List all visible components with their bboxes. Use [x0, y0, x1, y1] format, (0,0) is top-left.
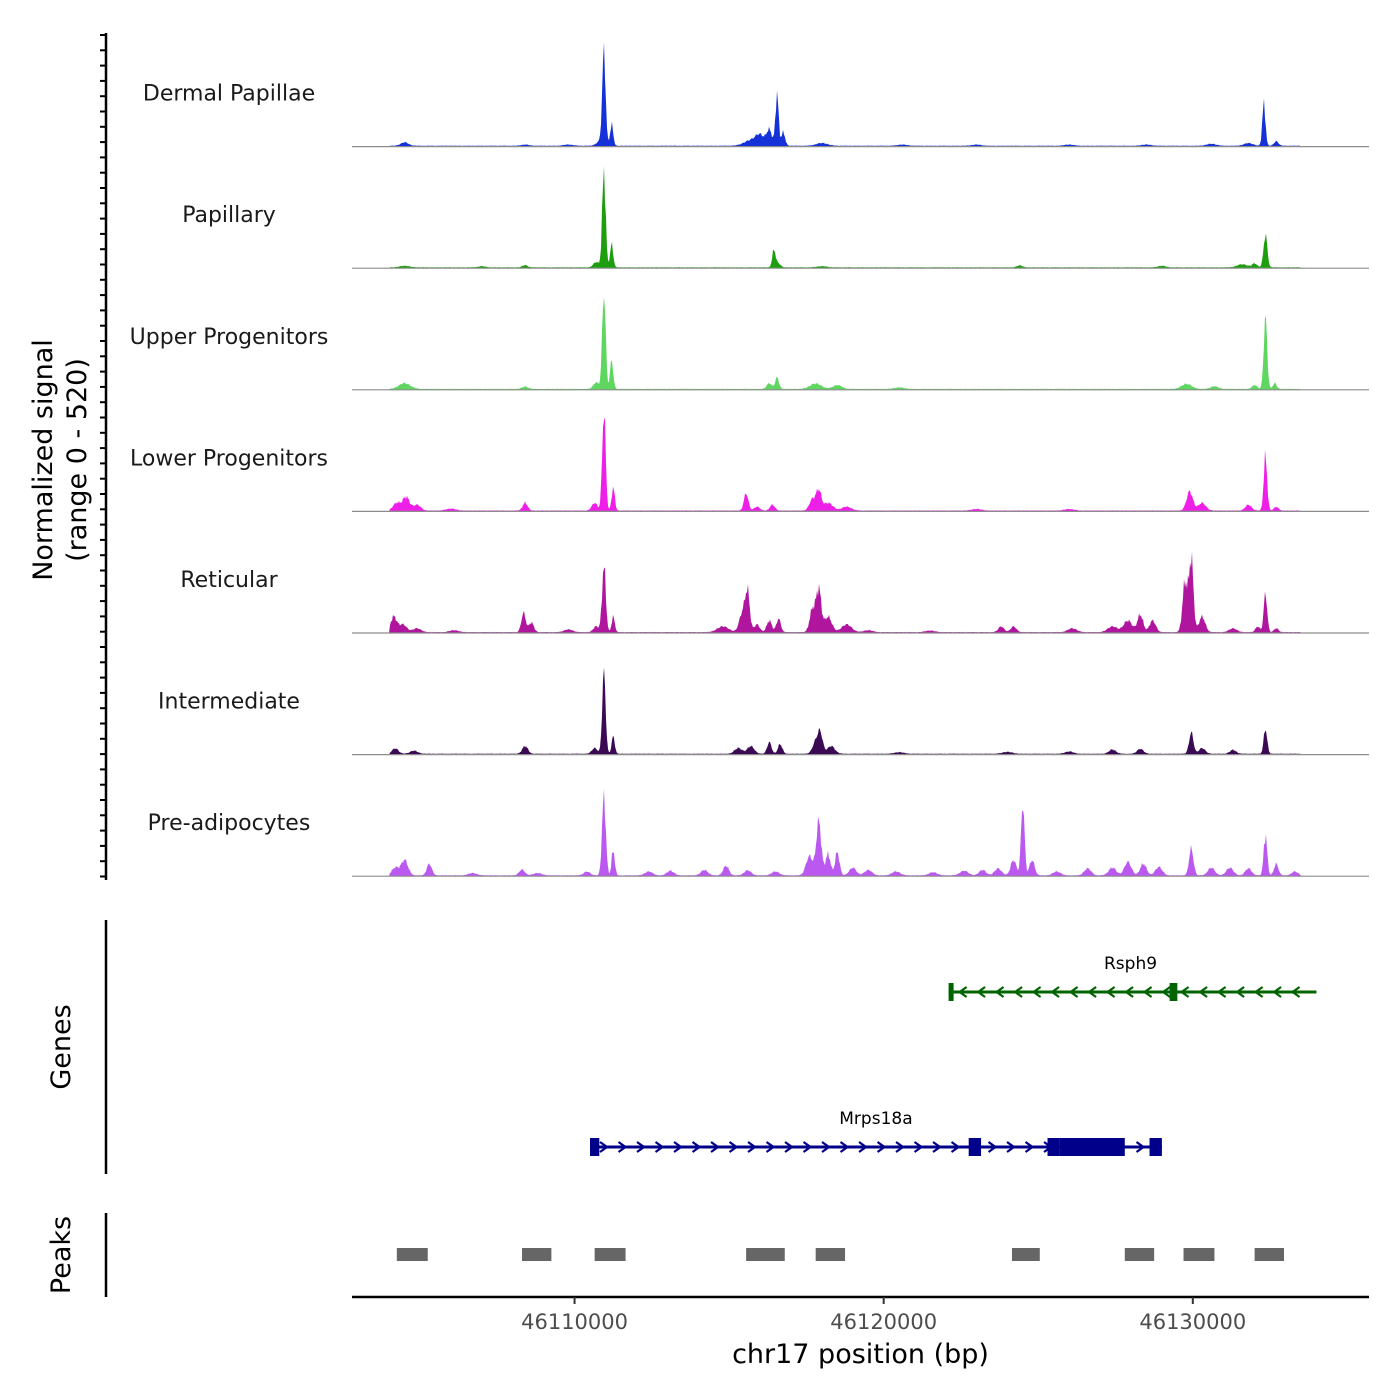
strand-arrow	[913, 1141, 924, 1153]
strand-arrow	[747, 1141, 757, 1153]
exon-block	[1047, 1138, 1060, 1156]
strand-arrow	[691, 1141, 702, 1153]
strand-arrow	[876, 1141, 887, 1153]
strand-arrow	[1068, 986, 1079, 998]
gene-model: Rsph9	[948, 954, 1317, 1001]
peak-block	[1254, 1248, 1284, 1261]
genes-axis-title: Genes	[46, 1004, 77, 1089]
strand-arrow	[765, 1141, 776, 1153]
x-tick-label: 46110000	[521, 1310, 628, 1334]
strand-arrow	[950, 1141, 961, 1153]
strand-arrow	[994, 986, 1005, 998]
strand-arrow	[654, 1141, 665, 1153]
strand-arrow	[1031, 986, 1042, 998]
strand-arrow	[1235, 986, 1245, 998]
strand-arrow	[1216, 986, 1227, 998]
strand-arrow	[673, 1141, 683, 1153]
track-label: Dermal Papillae	[143, 82, 315, 107]
y-axis-title-line1: Normalized signal	[28, 339, 59, 581]
coverage-track: Intermediate	[158, 667, 1369, 756]
strand-arrow	[1290, 986, 1301, 998]
strand-arrow	[1161, 986, 1171, 998]
strand-arrow	[932, 1141, 942, 1153]
strand-arrow	[1272, 986, 1282, 998]
strand-arrow	[636, 1141, 646, 1153]
track-label: Lower Progenitors	[130, 446, 328, 471]
coverage-track: Lower Progenitors	[130, 417, 1369, 512]
peak-block	[815, 1248, 846, 1261]
exon-block	[1149, 1138, 1162, 1156]
coverage-area	[352, 42, 1369, 147]
peaks-axis-title: Peaks	[46, 1216, 77, 1294]
track-label: Intermediate	[158, 690, 300, 715]
peak-block	[1011, 1248, 1040, 1261]
strand-arrow	[1105, 986, 1116, 998]
track-label: Papillary	[182, 203, 276, 228]
coverage-area	[352, 667, 1369, 755]
coverage-track: Papillary	[182, 166, 1369, 269]
strand-arrow	[599, 1141, 609, 1153]
peaks-title-text: Peaks	[46, 1216, 77, 1294]
strand-arrow	[1050, 986, 1060, 998]
peak-block	[522, 1248, 552, 1261]
exon-block	[1059, 1138, 1125, 1156]
exon-block	[968, 1138, 982, 1156]
x-tick-label: 46120000	[830, 1310, 937, 1334]
strand-arrow	[895, 1141, 905, 1153]
x-tick-label: 46130000	[1139, 1310, 1246, 1334]
peak-block	[1124, 1248, 1155, 1261]
coverage-track: Pre-adipocytes	[148, 788, 1369, 877]
strand-arrow	[821, 1141, 831, 1153]
coverage-track: Reticular	[180, 551, 1369, 634]
peak-block	[594, 1248, 626, 1261]
strand-arrow	[1124, 986, 1134, 998]
gene-label: Mrps18a	[839, 1109, 912, 1129]
strand-arrow	[1253, 986, 1264, 998]
coverage-area	[352, 166, 1369, 269]
strand-arrow	[1006, 1141, 1016, 1153]
gene-label: Rsph9	[1104, 954, 1157, 974]
gene-model: Mrps18a	[590, 1109, 1162, 1156]
coverage-area	[352, 417, 1369, 512]
coverage-area	[352, 296, 1369, 390]
track-label: Upper Progenitors	[130, 325, 329, 350]
exon-block	[590, 1138, 600, 1156]
exon-block	[948, 983, 954, 1001]
strand-arrow	[976, 986, 986, 998]
x-axis-title: chr17 position (bp)	[732, 1339, 989, 1370]
strand-arrow	[957, 986, 968, 998]
strand-arrow	[728, 1141, 739, 1153]
strand-arrow	[617, 1141, 628, 1153]
exon-block	[1169, 983, 1178, 1001]
peak-block	[1183, 1248, 1215, 1261]
strand-arrow	[1135, 1141, 1146, 1153]
strand-arrow	[1024, 1141, 1035, 1153]
track-label: Pre-adipocytes	[148, 811, 311, 836]
track-label: Reticular	[180, 568, 278, 593]
strand-arrow	[1013, 986, 1023, 998]
signal-y-axis-title: Normalized signal (range 0 - 520)	[28, 339, 93, 581]
strand-arrow	[1087, 986, 1097, 998]
strand-arrow	[802, 1141, 813, 1153]
strand-arrow	[784, 1141, 794, 1153]
coverage-track: Upper Progenitors	[130, 296, 1369, 391]
coverage-area	[352, 551, 1369, 633]
genes-title-text: Genes	[46, 1004, 77, 1089]
coverage-area	[352, 788, 1369, 877]
strand-arrow	[1179, 986, 1190, 998]
peak-block	[746, 1248, 785, 1261]
strand-arrow	[1198, 986, 1208, 998]
strand-arrow	[839, 1141, 850, 1153]
strand-arrow	[1142, 986, 1153, 998]
y-axis-title-line2: (range 0 - 520)	[62, 358, 93, 562]
strand-arrow	[987, 1141, 998, 1153]
coverage-track: Dermal Papillae	[143, 42, 1369, 148]
peak-block	[396, 1248, 428, 1261]
strand-arrow	[858, 1141, 868, 1153]
strand-arrow	[710, 1141, 720, 1153]
